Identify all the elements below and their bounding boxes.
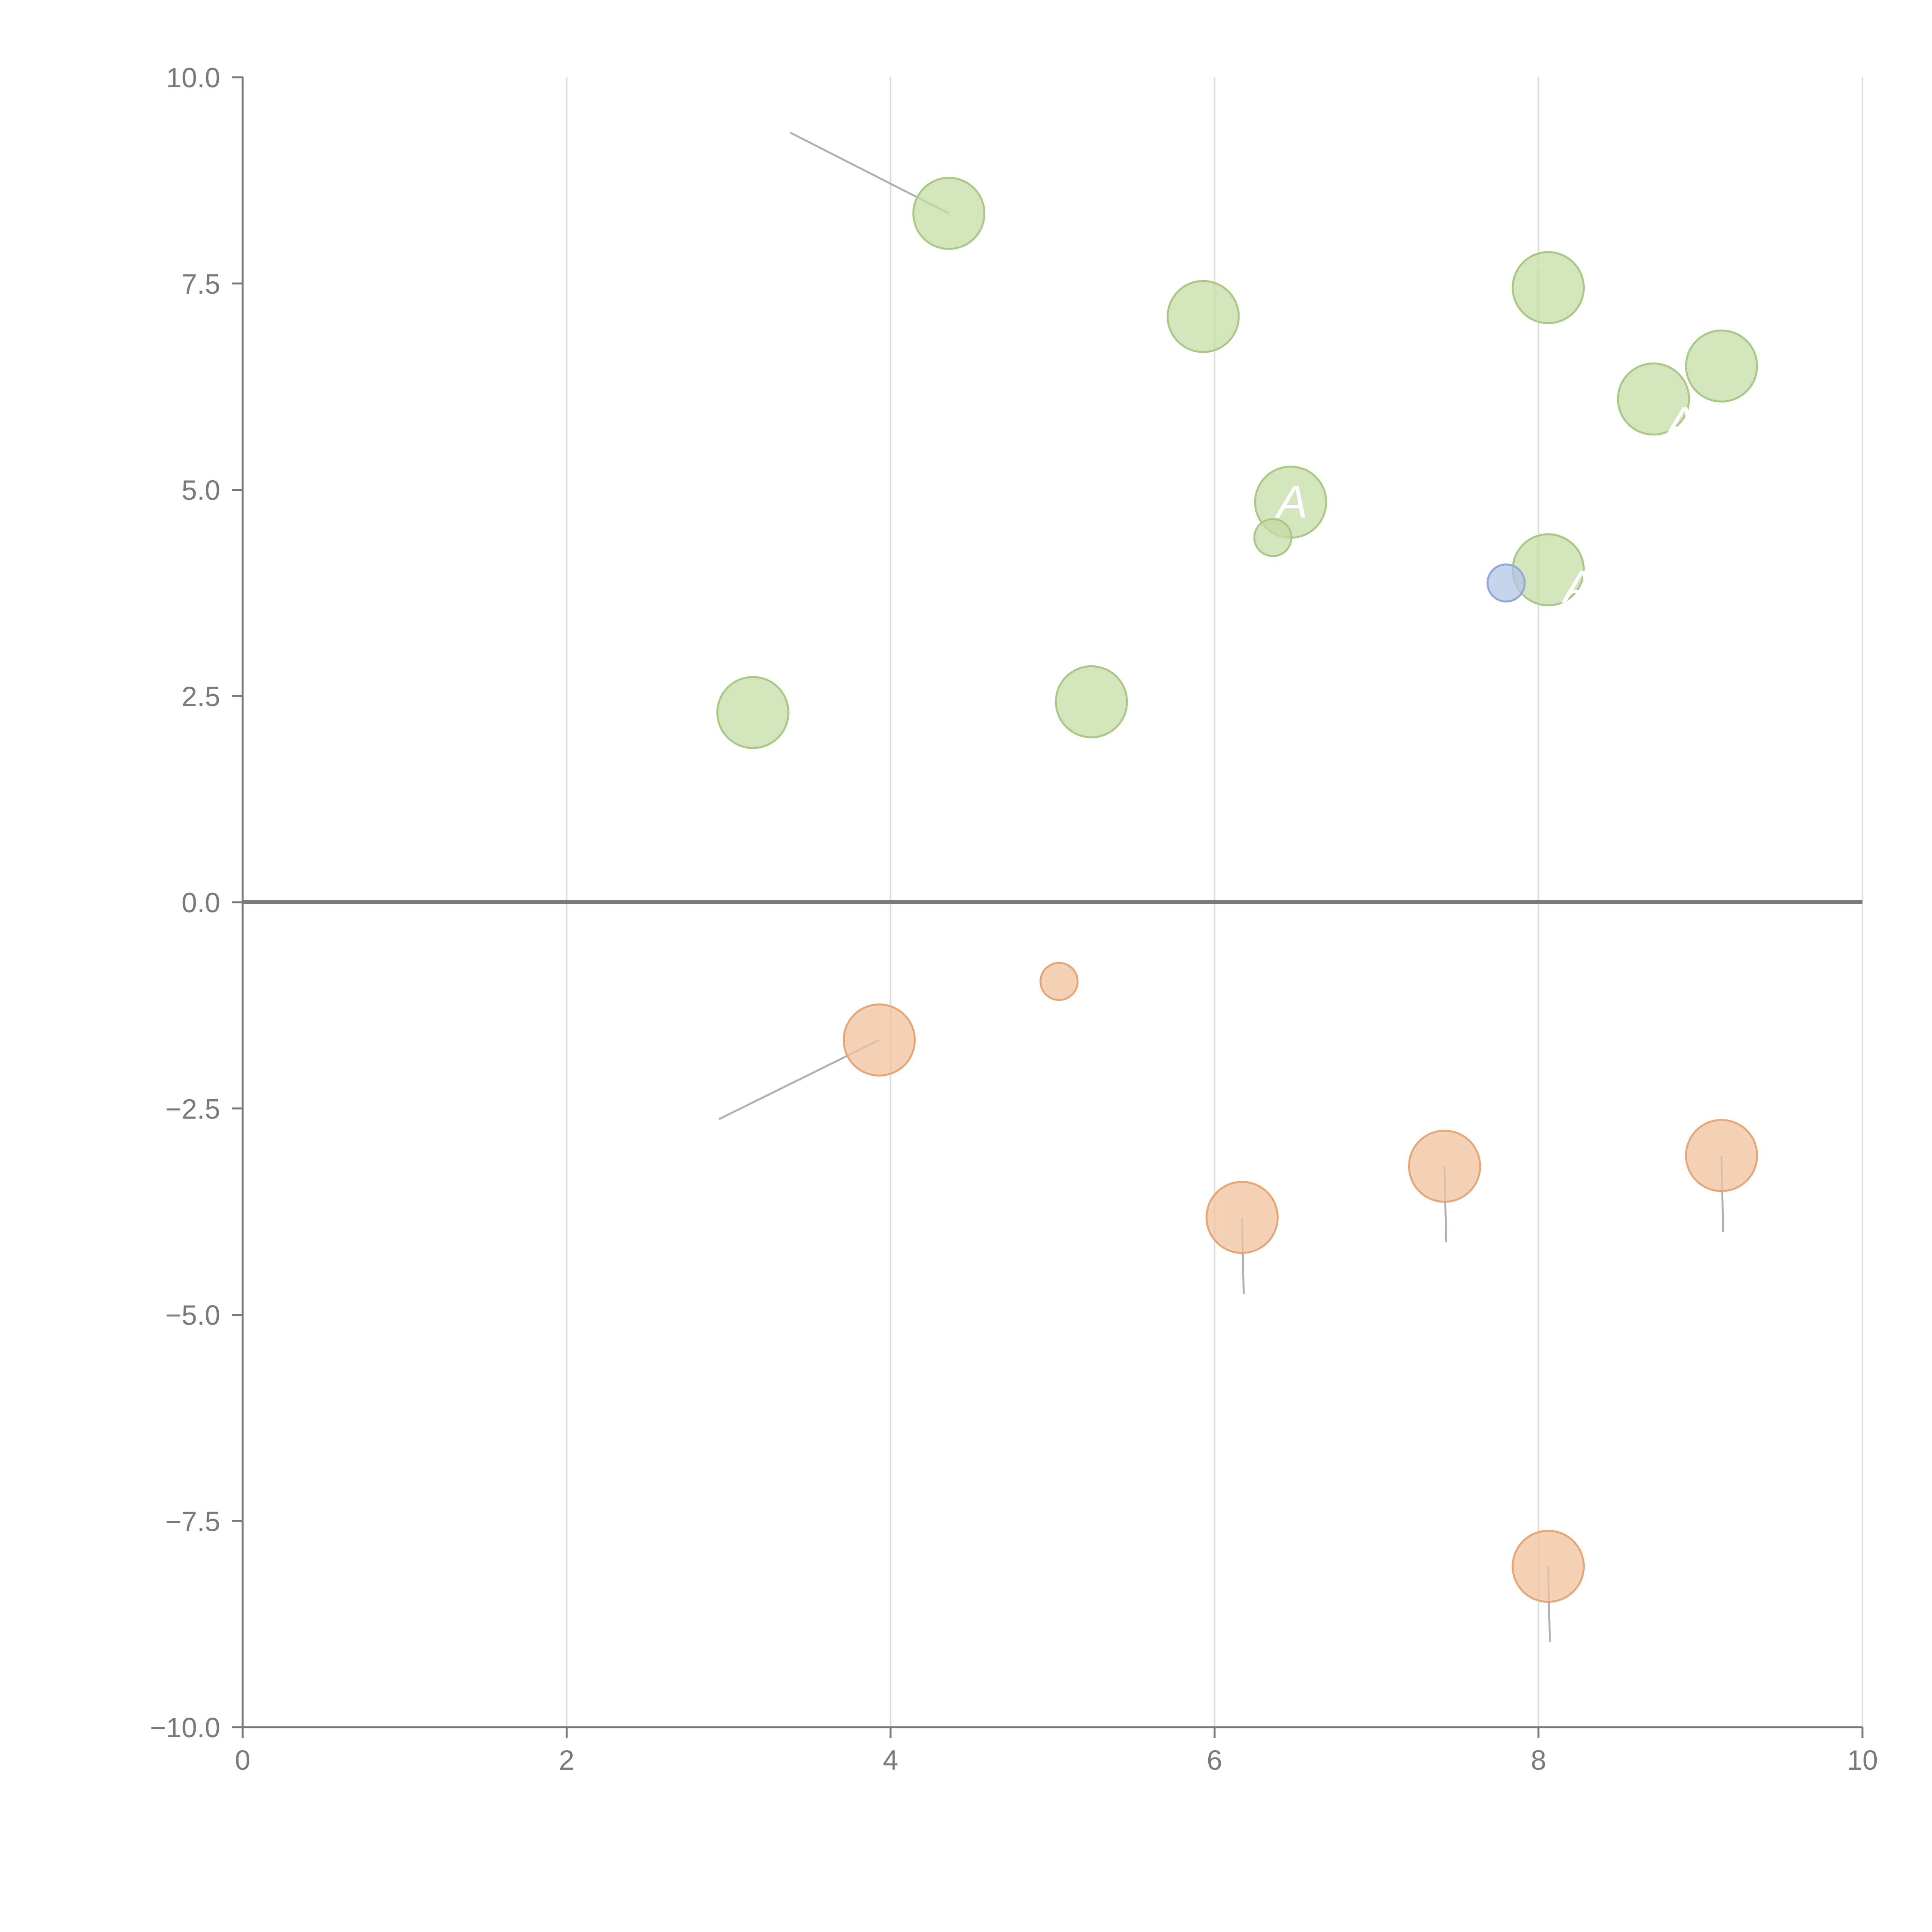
orange-point-2 <box>1205 1181 1279 1254</box>
green-point-label-7: A <box>1561 561 1594 612</box>
y-tick-label-0: 10.0 <box>166 63 220 94</box>
orange-point-5 <box>1512 1530 1585 1603</box>
green-point-1 <box>1167 280 1240 353</box>
x-tick-label-3: 6 <box>1207 1745 1222 1776</box>
green-point-6 <box>1253 518 1293 557</box>
orange-point-1 <box>842 1003 916 1077</box>
y-tick-label-2: 5.0 <box>182 475 220 506</box>
green-point-label-9: A <box>1121 689 1154 740</box>
green-point-3 <box>1685 329 1758 403</box>
x-tick-label-5: 10 <box>1847 1745 1878 1776</box>
axis-layer <box>242 77 1862 1728</box>
y-tick-label-5: −2.5 <box>165 1094 220 1125</box>
orange-point-4 <box>1685 1119 1758 1192</box>
leader-lines <box>718 131 1724 1643</box>
orange-point-0 <box>1039 962 1079 1001</box>
x-tick-label-0: 0 <box>235 1745 250 1776</box>
green-point-4 <box>1617 362 1690 436</box>
tick-labels: 10.0 7.5 5.0 2.5 0.0 −2.5 −5.0 −7.5 −10.0 0 2 4 6 8 10 <box>150 63 1878 1776</box>
y-tick-label-7: −7.5 <box>165 1506 220 1537</box>
y-tick-label-8: −10.0 <box>150 1713 220 1743</box>
green-point-0 <box>912 177 986 250</box>
x-tick-label-4: 8 <box>1531 1745 1546 1776</box>
data-points <box>716 177 1758 1603</box>
x-tick-label-2: 4 <box>883 1745 898 1776</box>
y-tick-label-6: −5.0 <box>165 1300 220 1331</box>
green-point-9 <box>1055 665 1128 738</box>
x-tick-label-1: 2 <box>559 1745 574 1776</box>
blue-point-0 <box>1486 563 1526 603</box>
green-point-label-4: A <box>1663 398 1696 449</box>
green-point-2 <box>1512 251 1585 324</box>
point-labels: A A A A <box>1121 398 1696 741</box>
green-point-label-5: A <box>1274 476 1308 528</box>
y-tick-label-4: 0.0 <box>182 888 220 918</box>
y-tick-label-3: 2.5 <box>182 681 220 712</box>
y-tick-label-1: 7.5 <box>182 269 220 300</box>
orange-point-3 <box>1408 1129 1481 1203</box>
green-point-8 <box>716 676 789 749</box>
